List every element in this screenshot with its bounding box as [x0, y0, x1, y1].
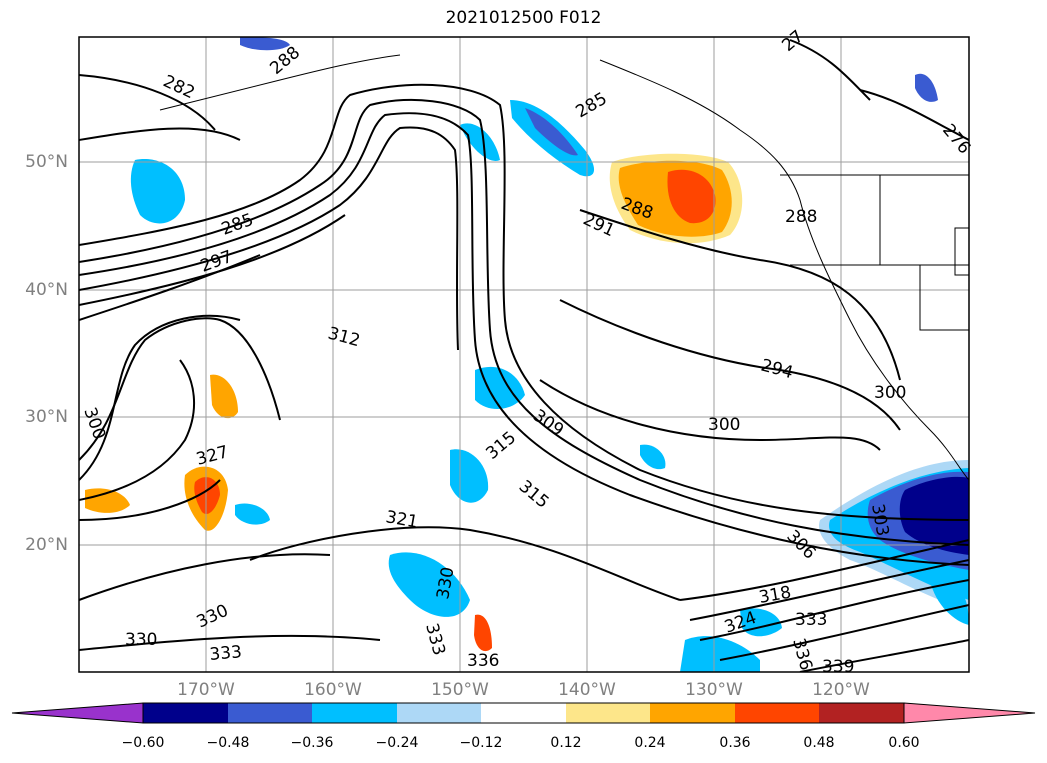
contour-label: 318	[757, 583, 792, 608]
colorbar-segment	[312, 703, 397, 723]
contour-label: 300	[79, 405, 109, 442]
colorbar-segment	[11, 702, 144, 724]
colorbar-segment	[397, 703, 481, 723]
lon-label: 120°W	[812, 680, 870, 700]
colorbar-tick-label: 0.36	[719, 735, 751, 751]
contour-label: 327	[194, 442, 231, 470]
colorbar-tick-label: 0.60	[888, 735, 920, 751]
contour-label: 339	[822, 657, 854, 677]
contour-label: 300	[874, 383, 906, 403]
contour-label: 333	[795, 610, 827, 630]
map-frame	[78, 36, 970, 673]
colorbar-segment	[481, 703, 566, 723]
colorbar-tick-label: 0.12	[550, 735, 582, 751]
contour-label: 306	[782, 526, 819, 563]
colorbar	[11, 702, 1036, 724]
colorbar-tick-label: −0.48	[206, 735, 250, 751]
graticule	[79, 37, 969, 672]
contour-label: 330	[194, 601, 232, 633]
contour-label: 288	[785, 207, 817, 227]
lat-label: 30°N	[25, 407, 68, 427]
colorbar-tick-label: 0.24	[634, 735, 666, 751]
contour-label: 282	[160, 71, 198, 103]
contour-label: 309	[529, 406, 567, 441]
colorbar-tick-label: −0.36	[290, 735, 334, 751]
lon-label: 140°W	[558, 680, 616, 700]
coastline	[159, 54, 969, 481]
colorbar-segment	[650, 703, 735, 723]
lon-label: 150°W	[431, 680, 489, 700]
colorbar-tick-label: −0.60	[121, 735, 165, 751]
lon-label: 160°W	[304, 680, 362, 700]
colorbar-tick-label: −0.24	[375, 735, 419, 751]
colorbar-tick-label: 0.48	[803, 735, 835, 751]
contour-label: 27	[778, 27, 807, 56]
colorbar-outline	[142, 702, 905, 724]
contour-lines	[79, 39, 969, 672]
contour-label: 300	[708, 415, 740, 435]
colorbar-tick-label: −0.12	[459, 735, 503, 751]
contour-label: 315	[482, 428, 520, 464]
colorbar-segment	[735, 703, 819, 723]
contour-label: 294	[759, 356, 796, 384]
contour-label: 312	[326, 324, 363, 352]
colorbar-segment	[819, 703, 904, 723]
lon-label: 170°W	[177, 680, 235, 700]
lat-label: 40°N	[25, 280, 68, 300]
lat-label: 50°N	[25, 152, 68, 172]
contour-label: 315	[515, 477, 553, 513]
contour-label: 333	[209, 642, 243, 665]
contour-label: 297	[198, 247, 235, 277]
contour-label: 336	[467, 651, 499, 671]
lon-label: 130°W	[685, 680, 743, 700]
contour-label: 330	[125, 630, 157, 650]
lat-label: 20°N	[25, 535, 68, 555]
contour-label: 291	[580, 209, 618, 241]
contour-label: 285	[573, 89, 611, 123]
colorbar-segment	[143, 703, 228, 723]
colorbar-segment	[903, 702, 1036, 724]
colorbar-segment	[228, 703, 312, 723]
contour-label: 333	[421, 621, 449, 658]
shaded-fields	[85, 37, 969, 672]
map-title: 2021012500 F012	[445, 8, 602, 28]
colorbar-segment	[566, 703, 650, 723]
